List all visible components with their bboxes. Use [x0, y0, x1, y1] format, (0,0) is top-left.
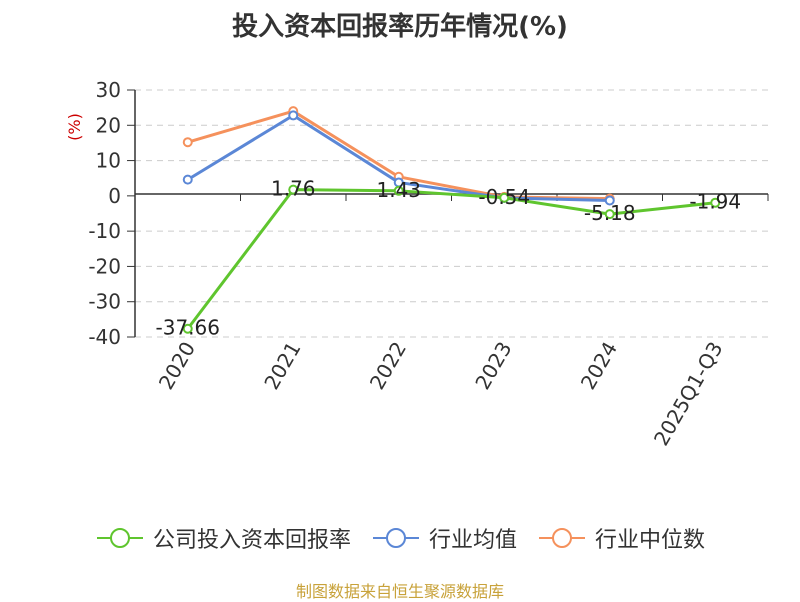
legend-item[interactable]: 行业均值 [371, 522, 517, 554]
y-tick-label: 20 [96, 113, 121, 137]
legend-item[interactable]: 公司投入资本回报率 [95, 522, 351, 554]
legend-label: 行业中位数 [595, 528, 706, 553]
data-point [604, 195, 615, 206]
y-tick-label: 0 [108, 184, 121, 208]
data-point [182, 137, 193, 148]
x-tick-label: 2020 [154, 338, 200, 394]
data-point [499, 192, 510, 203]
legend-item[interactable]: 行业中位数 [537, 522, 705, 554]
data-point [288, 110, 299, 121]
x-tick-label: 2021 [259, 338, 305, 394]
legend-label: 公司投入资本回报率 [152, 528, 351, 553]
y-tick-label: -40 [88, 325, 121, 349]
x-tick-label: 2023 [470, 338, 516, 394]
x-tick-label: 2022 [365, 338, 411, 394]
data-label: -1.94 [689, 190, 741, 214]
y-tick-label: -20 [88, 254, 121, 278]
data-point [393, 185, 404, 196]
data-label: 1.76 [271, 177, 316, 201]
data-point [182, 174, 193, 185]
legend-label: 行业均值 [428, 528, 517, 553]
series-line [186, 188, 716, 330]
legend-swatch-icon [539, 528, 585, 548]
data-label: -37.66 [156, 316, 220, 340]
data-point [710, 197, 721, 208]
chart-title: 投入资本回报率历年情况(%) [232, 12, 568, 42]
series-lines [182, 106, 721, 334]
axes: 30 20 10 0 -10 -20 -30 -40 (%) 2020 2021 2022 2023 20… [65, 78, 769, 450]
y-tick-label: -30 [88, 290, 121, 314]
y-tick-label: -10 [88, 219, 121, 243]
y-tick-label: 30 [96, 78, 121, 102]
y-axis-label: (%) [65, 113, 84, 141]
source-note: 制图数据来自恒生聚源数据库 [295, 582, 504, 601]
grid-lines [135, 89, 768, 338]
x-tick-label: 2024 [576, 338, 622, 394]
data-label: -5.18 [584, 201, 636, 225]
data-point [288, 184, 299, 195]
data-labels: -37.66 1.76 1.43 -0.54 -5.18 -1.94 [156, 177, 742, 340]
legend-swatch-icon [372, 528, 419, 548]
legend: 公司投入资本回报率 行业均值 行业中位数 [0, 518, 800, 558]
legend-swatch-icon [96, 528, 143, 548]
y-tick-label: 10 [96, 149, 121, 173]
data-label: -0.54 [478, 185, 530, 209]
data-label: 1.43 [376, 178, 421, 202]
data-point [182, 323, 193, 334]
data-point [604, 209, 615, 220]
x-tick-label: 2025Q1-Q3 [649, 338, 728, 450]
